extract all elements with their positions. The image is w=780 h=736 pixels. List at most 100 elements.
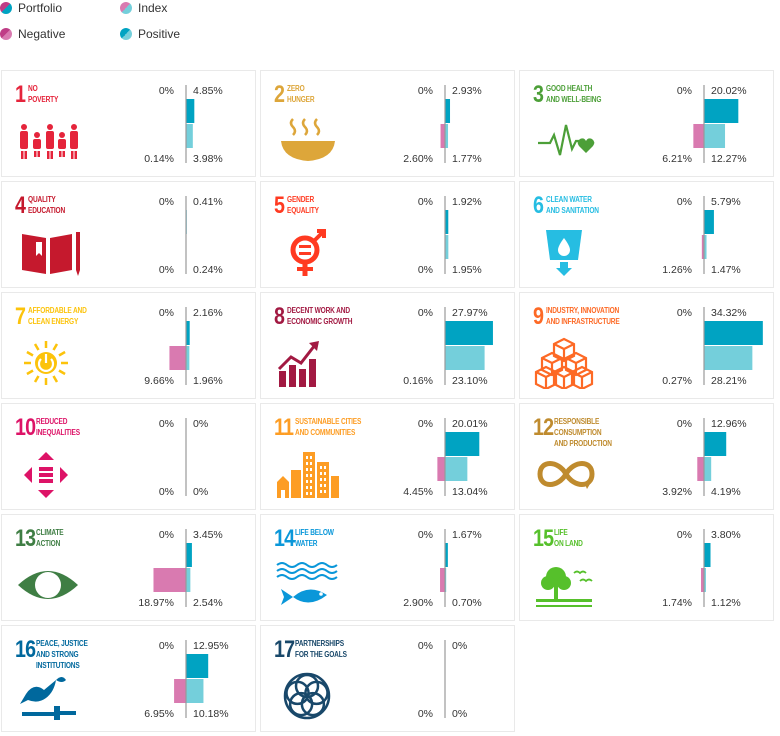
- sdg-panel-4[interactable]: 4 Quality Education 0% 0.41% 0% 0.24%: [1, 181, 256, 288]
- sdg-title: No Poverty: [28, 84, 59, 104]
- index-negative-bar[interactable]: [701, 568, 704, 592]
- index-negative-bar[interactable]: [440, 568, 445, 592]
- sdg-panel-10[interactable]: 10 Reduced Inequalities 0% 0% 0% 0%: [1, 403, 256, 510]
- index-negative-label: 0%: [158, 486, 174, 498]
- legend: Portfolio Index Negative Positive: [0, 0, 300, 48]
- sdg-panel-16[interactable]: 16 Peace, Justice and Strong Institutions…: [1, 625, 256, 732]
- portfolio-positive-bar[interactable]: [704, 543, 711, 567]
- index-negative-bar[interactable]: [153, 568, 186, 592]
- legend-item-index[interactable]: Index: [120, 0, 167, 16]
- index-positive-bar[interactable]: [445, 235, 449, 259]
- index-positive-bar[interactable]: [186, 568, 191, 592]
- index-negative-label: 6.21%: [662, 153, 692, 165]
- portfolio-positive-bar[interactable]: [186, 321, 190, 345]
- portfolio-positive-bar[interactable]: [186, 543, 192, 567]
- portfolio-positive-bar[interactable]: [445, 543, 448, 567]
- index-positive-bar[interactable]: [704, 124, 726, 148]
- portfolio-positive-bar[interactable]: [704, 321, 763, 345]
- sdg-panel-1[interactable]: 1 No Poverty 0% 4.85% 0.14% 3.98%: [1, 70, 256, 177]
- index-negative-bar[interactable]: [697, 457, 704, 481]
- index-negative-bar[interactable]: [701, 235, 704, 259]
- sdg-panel-13[interactable]: 13 Climate Action 0% 3.45% 18.97% 2.54%: [1, 514, 256, 621]
- portfolio-positive-bar[interactable]: [704, 210, 714, 234]
- portfolio-positive-bar[interactable]: [704, 432, 727, 456]
- legend-item-negative[interactable]: Negative: [0, 26, 65, 42]
- portfolio-negative-label: 0%: [158, 640, 174, 652]
- sdg-panel-17[interactable]: 17 Partnerships for the Goals 0% 0% 0% 0%: [260, 625, 515, 732]
- index-positive-bar[interactable]: [704, 235, 707, 259]
- index-negative-bar[interactable]: [437, 457, 445, 481]
- index-positive-bar[interactable]: [704, 457, 712, 481]
- sdg-panel-3[interactable]: 3 Good Health and Well-Being 0% 20.02% 6.21%…: [519, 70, 774, 177]
- tree-icon: [536, 567, 593, 607]
- portfolio-positive-label: 2.93%: [452, 85, 482, 97]
- index-negative-bar[interactable]: [440, 124, 445, 148]
- sdg-bar-chart: 0% 20.01% 4.45% 13.04%: [401, 404, 516, 511]
- book-icon: [22, 232, 80, 276]
- sdg-number: 15: [533, 525, 554, 552]
- index-negative-label: 0%: [417, 708, 433, 720]
- sdg-number: 5: [274, 192, 285, 219]
- portfolio-positive-bar[interactable]: [445, 99, 451, 123]
- gender-icon: [290, 229, 326, 276]
- index-positive-label: 10.18%: [193, 708, 229, 720]
- legend-item-positive[interactable]: Positive: [120, 26, 180, 42]
- portfolio-negative-label: 0%: [676, 85, 692, 97]
- index-positive-bar[interactable]: [704, 568, 706, 592]
- portfolio-positive-label: 5.79%: [711, 196, 741, 208]
- rings-icon: [283, 672, 331, 720]
- portfolio-positive-bar[interactable]: [445, 321, 493, 345]
- sdg-panel-12[interactable]: 12 Responsible Consumption and Production…: [519, 403, 774, 510]
- portfolio-negative-label: 0%: [676, 196, 692, 208]
- portfolio-positive-bar[interactable]: [704, 99, 739, 123]
- index-negative-bar[interactable]: [169, 346, 186, 370]
- portfolio-positive-label: 3.45%: [193, 529, 223, 541]
- index-negative-label: 2.60%: [403, 153, 433, 165]
- index-negative-bar[interactable]: [693, 124, 704, 148]
- sdg-title: Quality Education: [28, 195, 66, 215]
- portfolio-positive-bar[interactable]: [445, 210, 449, 234]
- sdg-title: Clean Water and Sanitation: [546, 195, 599, 215]
- sdg-title: Affordable and Clean Energy: [28, 306, 87, 326]
- index-positive-bar[interactable]: [186, 124, 193, 148]
- portfolio-positive-bar[interactable]: [186, 654, 209, 678]
- fish-icon: [276, 562, 338, 605]
- portfolio-positive-label: 12.95%: [193, 640, 229, 652]
- index-positive-bar[interactable]: [445, 568, 447, 592]
- index-positive-label: 28.21%: [711, 375, 747, 387]
- sdg-panel-15[interactable]: 15 Life On Land 0% 3.80% 1.74% 1.12%: [519, 514, 774, 621]
- legend-item-portfolio[interactable]: Portfolio: [0, 0, 62, 16]
- index-positive-label: 1.95%: [452, 264, 482, 276]
- index-negative-label: 18.97%: [138, 597, 174, 609]
- index-positive-bar[interactable]: [445, 124, 449, 148]
- portfolio-positive-bar[interactable]: [445, 432, 480, 456]
- sdg-panel-6[interactable]: 6 Clean Water and Sanitation 0% 5.79% 1.26% 1…: [519, 181, 774, 288]
- sdg-panel-7[interactable]: 7 Affordable and Clean Energy 0% 2.16% 9.66%…: [1, 292, 256, 399]
- index-negative-label: 6.95%: [144, 708, 174, 720]
- sdg-panel-14[interactable]: 14 Life Below Water 0% 1.67% 2.90% 0.70%: [260, 514, 515, 621]
- sdg-panel-11[interactable]: 11 Sustainable Cities and Communities 0% 20…: [260, 403, 515, 510]
- equal-arrows-icon: [24, 452, 68, 498]
- sdg-number: 9: [533, 303, 544, 330]
- index-positive-bar[interactable]: [704, 346, 753, 370]
- sdg-bar-chart: 0% 34.32% 0.27% 28.21%: [660, 293, 775, 400]
- sdg-bar-chart: 0% 20.02% 6.21% 12.27%: [660, 71, 775, 178]
- sdg-number: 13: [15, 525, 36, 552]
- sdg-panel-9[interactable]: 9 Industry, Innovation and Infrastructure…: [519, 292, 774, 399]
- sdg-number: 8: [274, 303, 285, 330]
- index-positive-bar[interactable]: [445, 346, 485, 370]
- index-negative-bar[interactable]: [174, 679, 186, 703]
- sdg-panel-5[interactable]: 5 Gender Equality 0% 1.92% 0% 1.95%: [260, 181, 515, 288]
- index-positive-bar[interactable]: [186, 679, 204, 703]
- sdg-title: Decent Work and Economic Growth: [287, 306, 353, 326]
- sdg-panel-2[interactable]: 2 Zero Hunger 0% 2.93% 2.60% 1.77%: [260, 70, 515, 177]
- sdg-title: Responsible Consumption and Production: [554, 417, 612, 448]
- sdg-panel-8[interactable]: 8 Decent Work and Economic Growth 0% 27.97%…: [260, 292, 515, 399]
- index-positive-bar[interactable]: [445, 457, 468, 481]
- portfolio-negative-label: 0%: [158, 307, 174, 319]
- portfolio-positive-bar[interactable]: [186, 99, 195, 123]
- sdg-title: Life Below Water: [295, 528, 334, 548]
- portfolio-negative-label: 0%: [417, 529, 433, 541]
- index-positive-bar[interactable]: [186, 346, 190, 370]
- index-positive-label: 1.47%: [711, 264, 741, 276]
